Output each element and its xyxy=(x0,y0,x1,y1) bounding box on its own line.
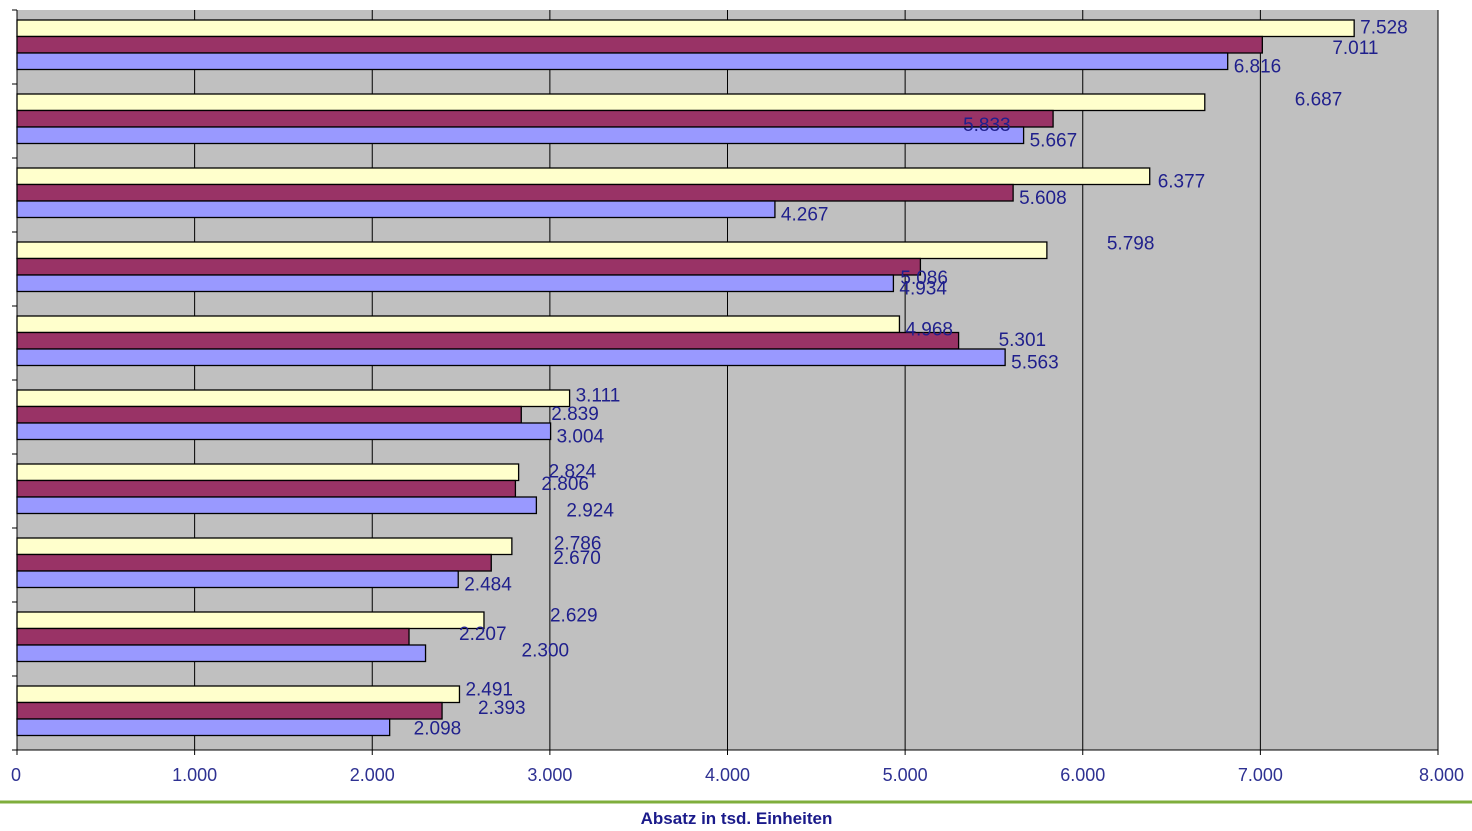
bar xyxy=(16,718,391,737)
data-label: 2.806 xyxy=(541,474,589,495)
bar xyxy=(16,109,1054,128)
x-tick-label: 0 xyxy=(11,765,21,785)
data-label: 2.300 xyxy=(522,640,570,661)
data-label: 2.924 xyxy=(566,500,614,521)
data-label: 7.011 xyxy=(1332,38,1378,59)
data-label: 2.484 xyxy=(464,574,512,595)
data-label: 5.563 xyxy=(1011,352,1059,373)
bar xyxy=(16,463,520,482)
bar xyxy=(16,93,1206,112)
data-label: 5.608 xyxy=(1019,188,1067,209)
data-label: 3.004 xyxy=(557,426,605,447)
bars-group xyxy=(16,19,1355,737)
data-label: 6.687 xyxy=(1295,89,1343,110)
bar xyxy=(16,701,443,720)
bar xyxy=(16,685,461,704)
axes-group: 0 1.000 2.000 3.000 4.000 5.000 6.000 7.000 8.00… xyxy=(11,9,1464,785)
bar xyxy=(16,611,485,630)
data-label: 2.629 xyxy=(550,605,598,626)
bar xyxy=(16,167,1151,186)
bar xyxy=(16,570,459,589)
data-label: 6.377 xyxy=(1158,171,1206,192)
x-tick-label: 4.000 xyxy=(705,765,750,785)
data-label: 5.798 xyxy=(1107,233,1155,254)
bar xyxy=(16,422,552,441)
data-label: 3.111 xyxy=(576,385,621,406)
data-label: 4.934 xyxy=(899,278,947,299)
bar xyxy=(16,183,1014,202)
x-tick-label: 3.000 xyxy=(527,765,572,785)
data-label: 2.207 xyxy=(459,624,507,645)
x-axis-title: Absatz in tsd. Einheiten xyxy=(641,809,833,828)
bar xyxy=(16,405,522,424)
data-label: 2.839 xyxy=(551,404,599,425)
bar xyxy=(16,627,410,646)
bar xyxy=(16,389,571,408)
data-label: 2.670 xyxy=(553,548,601,569)
bar xyxy=(16,315,901,334)
bar xyxy=(16,274,895,293)
bar xyxy=(16,496,538,515)
bar xyxy=(16,644,427,663)
bar xyxy=(16,200,776,219)
data-label: 2.491 xyxy=(465,679,513,700)
bar xyxy=(16,126,1025,145)
data-label: 4.267 xyxy=(781,204,829,225)
data-label: 2.393 xyxy=(478,698,526,719)
data-label: 7.528 xyxy=(1360,17,1408,38)
bar xyxy=(16,537,513,556)
data-label: 6.816 xyxy=(1234,56,1282,77)
x-tick-label: 6.000 xyxy=(1060,765,1105,785)
x-tick-label: 8.000 xyxy=(1419,765,1464,785)
data-label: 5.086 xyxy=(900,268,948,289)
bar xyxy=(16,479,517,498)
data-label: 5.301 xyxy=(999,330,1047,351)
bar xyxy=(16,52,1229,71)
data-label: 4.968 xyxy=(905,319,953,340)
bar xyxy=(16,19,1355,38)
bar xyxy=(16,348,1006,367)
data-label: 5.833 xyxy=(963,115,1011,136)
x-tick-label: 5.000 xyxy=(883,765,928,785)
bar xyxy=(16,331,960,350)
x-tick-label: 1.000 xyxy=(172,765,217,785)
data-label: 2.098 xyxy=(414,718,462,739)
data-label: 2.824 xyxy=(549,461,597,482)
bar xyxy=(16,553,492,572)
bar xyxy=(16,241,1048,260)
bar xyxy=(16,257,922,276)
x-tick-label: 2.000 xyxy=(350,765,395,785)
data-label: 5.667 xyxy=(1030,130,1078,151)
data-label: 2.786 xyxy=(554,533,602,554)
bar xyxy=(16,35,1263,54)
x-tick-label: 7.000 xyxy=(1238,765,1283,785)
